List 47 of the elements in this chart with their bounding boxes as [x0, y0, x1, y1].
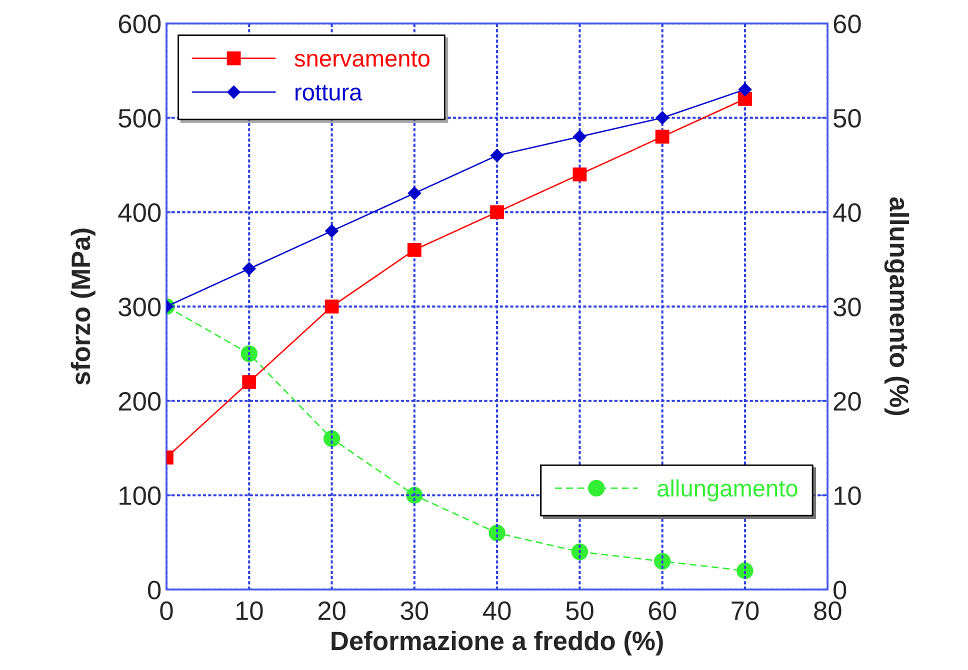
y-tick-label: 300 [118, 298, 161, 316]
y2-tick-label: 10 [834, 486, 861, 506]
x-tick-label: 30 [400, 601, 428, 620]
point [408, 186, 422, 200]
x-tick-label: 50 [566, 601, 594, 620]
point [325, 224, 338, 238]
y-tick-label: 600 [118, 14, 161, 34]
y2-tick-label: 50 [834, 108, 861, 128]
point [242, 262, 256, 276]
x-tick-label: 60 [649, 601, 676, 620]
point [738, 82, 752, 96]
y2-tick-label: 40 [833, 203, 861, 222]
point [736, 562, 754, 580]
y-tick-label: 500 [118, 108, 161, 128]
x-tick-label: 40 [483, 601, 511, 620]
legend-label: rottura [296, 85, 362, 101]
point [324, 300, 339, 314]
y2-tick-label: 20 [834, 392, 861, 411]
y-tick-label: 400 [118, 203, 161, 222]
point [656, 111, 669, 124]
point [573, 130, 586, 144]
x-axis-title: Deformazione a freddo (%) [332, 630, 663, 656]
x-tick-label: 0 [160, 601, 173, 620]
point [488, 524, 506, 542]
y-tick-label: 200 [118, 392, 161, 411]
point [407, 242, 422, 257]
legend-label: snervamento [294, 51, 430, 67]
x-tick-label: 80 [814, 601, 842, 620]
point [572, 167, 587, 182]
point [242, 375, 256, 389]
point [490, 148, 504, 162]
point [738, 92, 752, 106]
y2-tick-label: 30 [834, 298, 861, 316]
y-axis-title: sforzo (MPa) [70, 228, 96, 385]
y2-axis-title: allungamento (%) [884, 197, 910, 416]
y-tick-label: 100 [120, 486, 161, 506]
y-tick-label: 0 [148, 580, 161, 600]
x-tick-label: 70 [732, 601, 759, 620]
y2-tick-label: 0 [834, 580, 846, 600]
point [654, 552, 671, 570]
y2-tick-label: 60 [834, 14, 861, 34]
point [490, 205, 504, 220]
x-tick-label: 10 [236, 601, 263, 620]
legend-label: allungamento [658, 479, 798, 502]
x-tick-label: 20 [318, 601, 346, 620]
point [240, 345, 258, 362]
point [655, 130, 670, 144]
